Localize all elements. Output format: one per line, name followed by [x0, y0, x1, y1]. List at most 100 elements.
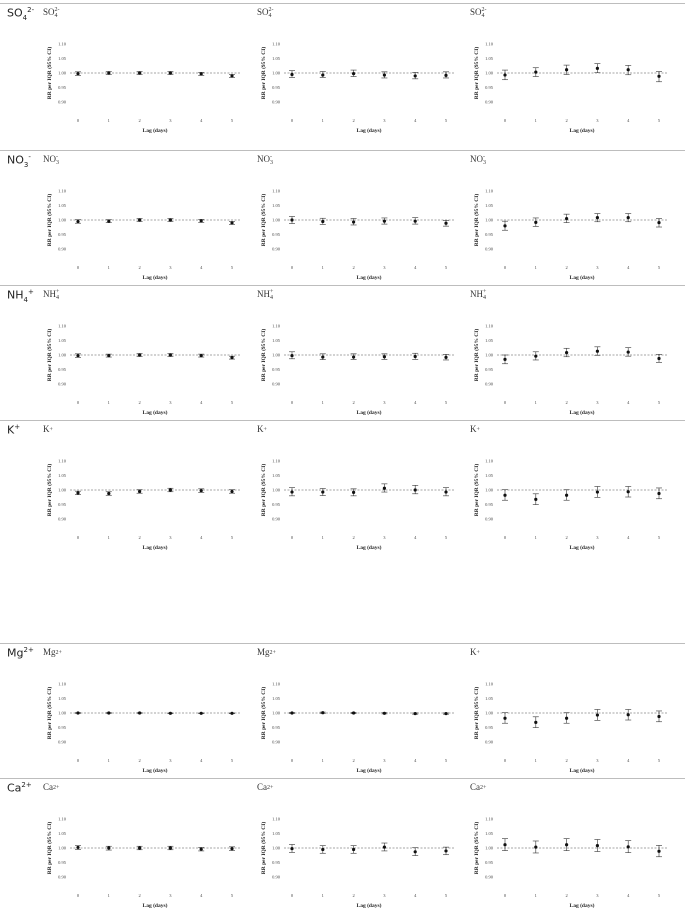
x-axis-label: Lag (days): [570, 767, 595, 774]
y-tick-label: 1.10: [58, 323, 67, 328]
chart-svg: 0.90 0.95 1.00 1.05 1.10 0 1 2 3 4 5 Lag (days) RR p…: [260, 323, 454, 416]
x-tick-label: 2: [138, 535, 140, 540]
point-estimate: [138, 218, 142, 222]
data-point-lag-1: [532, 493, 539, 505]
point-estimate: [626, 350, 630, 354]
data-point-lag-0: [75, 219, 81, 224]
y-tick-label: 1.10: [58, 458, 67, 463]
data-point-lag-3: [594, 709, 601, 721]
x-tick-label: 0: [291, 535, 294, 540]
point-estimate: [290, 72, 294, 77]
y-tick-label: 1.05: [485, 203, 494, 208]
x-tick-label: 2: [138, 758, 140, 763]
panel-r0-c1: SO 2- 4 0.90 0.95 1.00 1.05 1.10 0 1 2 3 4 5 Lag (days…: [257, 7, 462, 142]
point-estimate: [138, 71, 142, 75]
x-axis-label: Lag (days): [357, 544, 382, 551]
y-tick-label: 1.05: [58, 473, 67, 478]
y-tick-label: 1.00: [58, 71, 67, 76]
x-tick-label: 3: [169, 400, 172, 405]
point-estimate: [168, 488, 172, 492]
point-estimate: [534, 354, 538, 358]
point-estimate: [565, 493, 569, 497]
data-point-lag-2: [350, 218, 357, 226]
data-point-lag-5: [656, 218, 662, 228]
data-point-lag-5: [443, 354, 449, 361]
x-tick-label: 4: [200, 758, 203, 763]
x-tick-label: 5: [658, 535, 661, 540]
y-axis-label: RR per IQR (95% CI): [46, 329, 53, 382]
y-tick-label: 1.00: [272, 711, 281, 716]
data-point-lag-3: [167, 487, 174, 493]
x-tick-label: 5: [445, 535, 448, 540]
chart-svg: 0.90 0.95 1.00 1.05 1.10 0 1 2 3 4 5 Lag (days) RR p…: [46, 188, 240, 281]
data-point-lag-5: [229, 846, 235, 851]
y-tick-label: 0.90: [485, 740, 494, 745]
x-tick-label: 2: [565, 893, 567, 898]
x-tick-label: 3: [383, 400, 386, 405]
panel-title: K +: [470, 647, 480, 657]
data-point-lag-3: [594, 839, 601, 852]
panel-r2-c2: NH +4 0.90 0.95 1.00 1.05 1.10 0 1 2 3 4 5 Lag (days)…: [470, 289, 675, 424]
y-axis-label: RR per IQR (95% CI): [473, 464, 480, 517]
y-tick-label: 0.90: [485, 875, 494, 880]
panel-title: K +: [43, 424, 53, 434]
point-estimate: [626, 490, 630, 494]
panel-r5-c2: Ca 2+ 0.90 0.95 1.00 1.05 1.10 0 1 2 3 4 5 Lag (days)…: [470, 782, 675, 917]
x-axis-label: Lag (days): [570, 127, 595, 134]
point-estimate: [168, 846, 172, 850]
x-tick-label: 5: [445, 758, 448, 763]
x-tick-label: 2: [138, 400, 140, 405]
data-point-lag-5: [443, 71, 449, 79]
point-estimate: [413, 850, 417, 854]
x-tick-label: 0: [77, 400, 80, 405]
point-estimate: [595, 844, 599, 848]
x-tick-label: 1: [535, 758, 537, 763]
x-tick-label: 0: [504, 535, 507, 540]
data-point-lag-2: [350, 69, 357, 77]
panel-r2-c0: NH +4 0.90 0.95 1.00 1.05 1.10 0 1 2 3 4 5 Lag (days)…: [43, 289, 248, 424]
y-axis-label: RR per IQR (95% CI): [260, 47, 267, 100]
data-point-lag-4: [625, 65, 632, 76]
x-tick-label: 3: [596, 535, 599, 540]
y-tick-label: 1.10: [58, 41, 67, 46]
data-point-lag-2: [350, 488, 357, 497]
x-tick-label: 3: [169, 758, 172, 763]
y-tick-label: 1.00: [485, 711, 494, 716]
point-estimate: [626, 845, 630, 849]
data-point-lag-1: [532, 217, 539, 227]
chart-svg: 0.90 0.95 1.00 1.05 1.10 0 1 2 3 4 5 Lag (days) RR p…: [260, 816, 454, 909]
chart-svg: 0.90 0.95 1.00 1.05 1.10 0 1 2 3 4 5 Lag (days) RR p…: [260, 41, 454, 134]
data-point-lag-3: [381, 71, 388, 79]
y-tick-label: 0.90: [272, 247, 281, 252]
data-point-lag-5: [443, 711, 449, 716]
y-tick-label: 1.10: [485, 458, 494, 463]
panel-title: NO -3: [470, 154, 486, 166]
chart-svg: 0.90 0.95 1.00 1.05 1.10 0 1 2 3 4 5 Lag (days) RR p…: [473, 816, 667, 909]
point-estimate: [444, 73, 448, 77]
chart-svg: 0.90 0.95 1.00 1.05 1.10 0 1 2 3 4 5 Lag (days) RR p…: [473, 681, 667, 774]
y-tick-label: 0.95: [485, 367, 494, 372]
x-tick-label: 2: [352, 893, 354, 898]
data-point-lag-0: [75, 490, 81, 495]
panel-title: NH +4: [43, 289, 60, 301]
point-estimate: [107, 219, 111, 223]
data-point-lag-4: [625, 840, 632, 853]
x-axis-label: Lag (days): [570, 544, 595, 551]
x-tick-label: 2: [138, 265, 140, 270]
x-tick-label: 2: [352, 535, 354, 540]
y-axis-label: RR per IQR (95% CI): [46, 47, 53, 100]
y-tick-label: 1.00: [272, 846, 281, 851]
data-point-lag-4: [198, 488, 205, 493]
point-estimate: [138, 353, 142, 357]
x-axis-label: Lag (days): [570, 902, 595, 909]
point-estimate: [444, 490, 448, 494]
y-tick-label: 0.95: [58, 725, 67, 730]
y-axis-label: RR per IQR (95% CI): [473, 687, 480, 740]
point-estimate: [444, 849, 448, 853]
data-point-lag-2: [563, 64, 570, 75]
y-tick-label: 0.95: [58, 860, 67, 865]
x-tick-label: 0: [504, 400, 507, 405]
point-estimate: [230, 489, 234, 494]
chart-svg: 0.90 0.95 1.00 1.05 1.10 0 1 2 3 4 5 Lag (days) RR p…: [46, 816, 240, 909]
chart-svg: 0.90 0.95 1.00 1.05 1.10 0 1 2 3 4 5 Lag (days) RR p…: [473, 458, 667, 551]
